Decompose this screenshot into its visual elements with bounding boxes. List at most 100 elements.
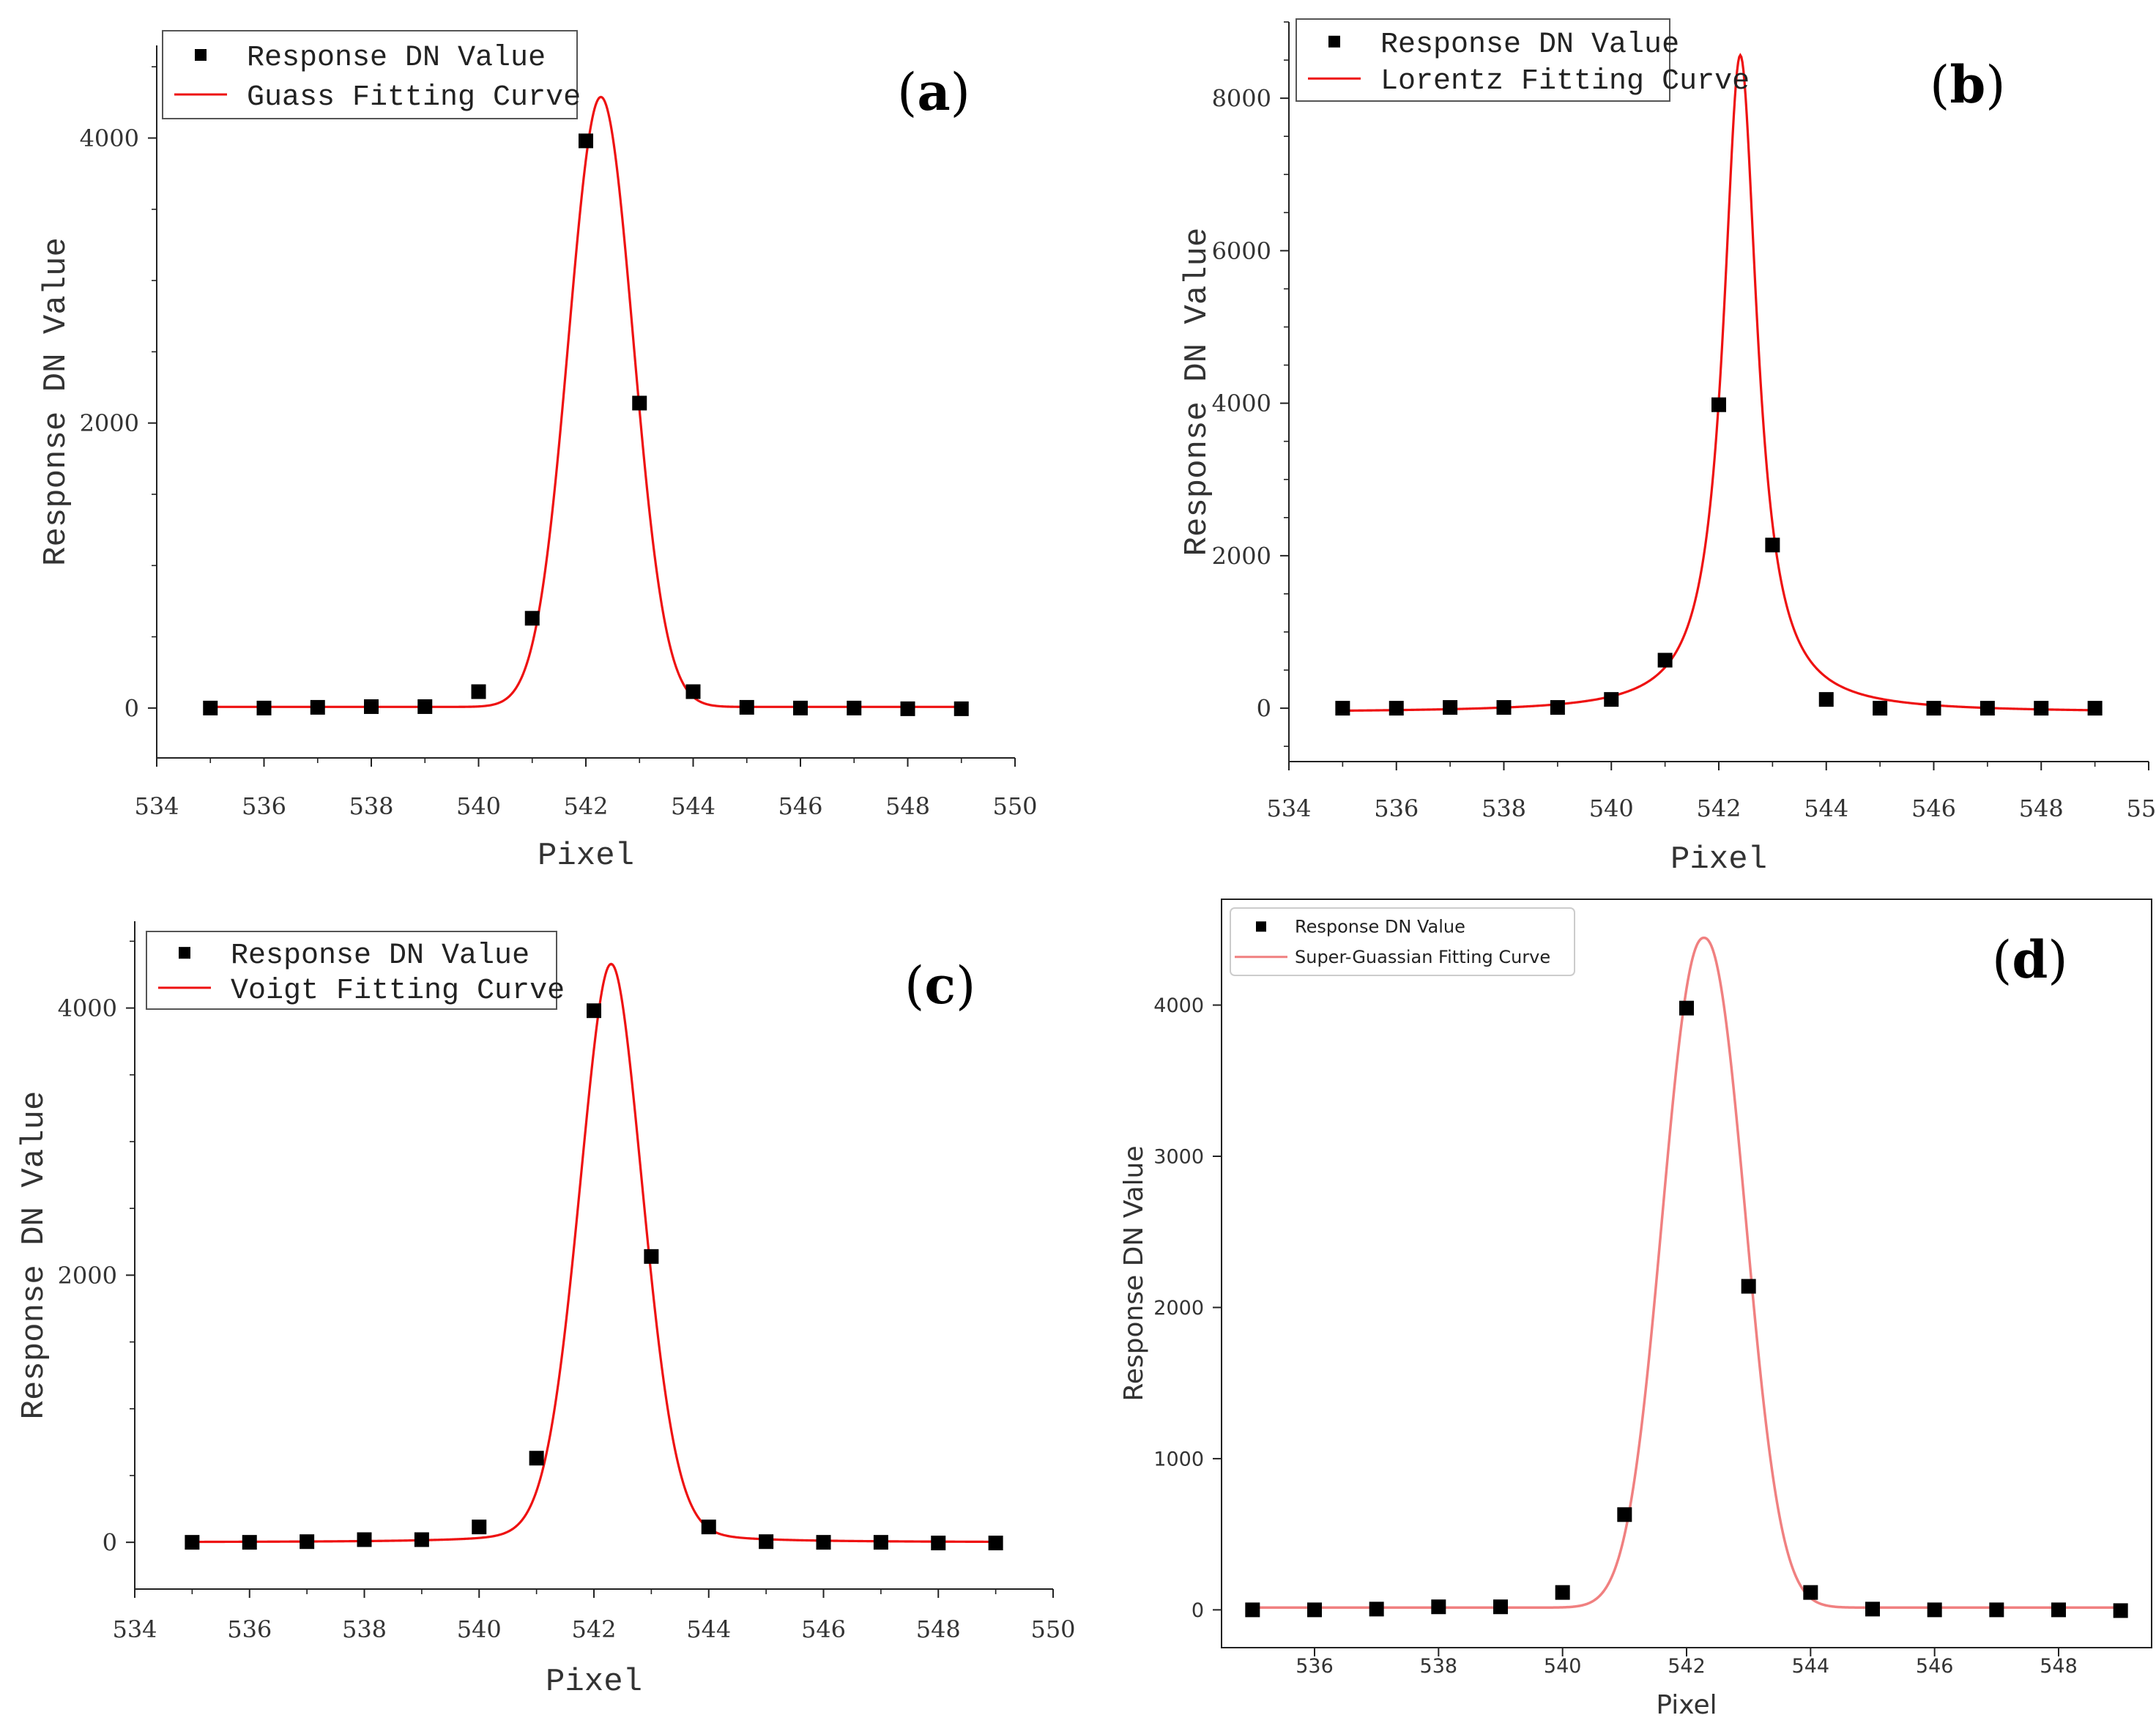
data-point (1873, 701, 1888, 716)
y-tick-label: 2000 (1153, 1297, 1204, 1320)
y-tick-label: 4000 (1153, 994, 1204, 1017)
y-tick-label: 0 (103, 1529, 117, 1557)
y-tick-label: 0 (1192, 1599, 1204, 1622)
panel-label-part: ) (951, 62, 970, 122)
x-tick-label: 544 (671, 792, 715, 820)
data-point (1443, 700, 1458, 715)
data-point (1307, 1602, 1322, 1618)
data-point (2034, 701, 2049, 716)
legend-marker-symbol (1328, 35, 1340, 48)
data-point (1604, 692, 1619, 707)
y-tick-label: 1000 (1153, 1448, 1204, 1471)
data-point (2051, 1602, 2066, 1618)
legend-entry-markers: Response DN Value (231, 940, 529, 972)
data-point (873, 1535, 888, 1550)
x-tick-label: 538 (1482, 795, 1526, 822)
x-tick-label: 550 (992, 792, 1037, 820)
x-tick-label: 536 (1374, 795, 1419, 822)
y-axis-label: Response DN Value (38, 237, 75, 566)
legend-box (1230, 907, 1575, 976)
data-point (1555, 1585, 1570, 1600)
data-point (1369, 1602, 1384, 1617)
data-point (1927, 1602, 1942, 1618)
x-tick-label: 540 (1589, 795, 1634, 822)
data-point (364, 699, 379, 714)
x-tick-label: 550 (1030, 1615, 1075, 1643)
data-point (1765, 537, 1780, 553)
x-tick-label: 542 (571, 1615, 616, 1643)
chart-panel-d: 536 538 540 542 544 546 548 0 1000 2000 3000 4000 Pi… (1119, 899, 2152, 1720)
x-tick-label: 548 (2040, 1655, 2078, 1678)
x-axis-label: Pixel (1670, 841, 1767, 878)
x-tick-label: 542 (1696, 795, 1741, 822)
x-tick-label: 548 (916, 1615, 961, 1643)
data-point (1818, 692, 1834, 707)
data-point (256, 700, 272, 715)
x-tick-label: 538 (342, 1615, 387, 1643)
data-point (472, 1519, 487, 1535)
x-tick-label: 536 (227, 1615, 272, 1643)
y-tick-label: 4000 (1212, 390, 1271, 417)
data-point (988, 1536, 1003, 1551)
y-tick-label: 0 (1257, 695, 1271, 723)
panel-label-part: ( (897, 62, 917, 122)
panel-label-part: d (2012, 929, 2048, 990)
y-tick-label: 4000 (58, 994, 117, 1022)
legend-marker-symbol (179, 947, 190, 959)
fitting-curve (1252, 936, 2121, 1610)
data-point (931, 1536, 946, 1551)
data-point (2087, 701, 2103, 716)
legend-box (1296, 18, 1670, 102)
data-point (1550, 700, 1565, 715)
x-axis-label: Pixel (1656, 1690, 1717, 1720)
legend-marker-symbol (195, 49, 207, 61)
y-tick-label: 2000 (58, 1262, 117, 1290)
legend-entry-curve: Lorentz Fitting Curve (1380, 65, 1750, 98)
legend-box (162, 30, 578, 119)
panel-label: (c) (904, 955, 975, 1016)
x-tick-label: 546 (801, 1615, 846, 1643)
panel-label-part: ( (1992, 930, 2012, 990)
data-point (471, 684, 486, 699)
x-tick-label: 544 (686, 1615, 731, 1643)
data-point (1493, 1599, 1508, 1615)
data-point (632, 395, 647, 411)
panel-label-part: ) (956, 956, 975, 1016)
data-point (759, 1534, 774, 1550)
x-tick-label: 546 (778, 792, 822, 820)
legend-entry-curve: Guass Fitting Curve (247, 81, 581, 114)
data-point (954, 701, 969, 716)
x-tick-label: 540 (456, 792, 501, 820)
data-point (900, 701, 915, 716)
data-point (310, 699, 325, 715)
x-tick-label: 536 (242, 792, 286, 820)
panel-label-part: b (1949, 54, 1985, 115)
data-point (1865, 1602, 1880, 1617)
data-point (587, 1003, 601, 1019)
x-axis-label: Pixel (538, 838, 634, 874)
data-point (1389, 701, 1404, 716)
panel-label-part: c (924, 955, 956, 1016)
data-point (644, 1249, 659, 1264)
chart-panel-a: 534 536 538 540 542 544 546 548 550 0 2000 4000 Pixe… (38, 30, 1038, 874)
y-tick-label: 4000 (80, 124, 139, 152)
data-point (414, 1532, 429, 1547)
legend-entry-curve: Super-Guassian Fitting Curve (1295, 947, 1550, 967)
data-point (1431, 1599, 1446, 1615)
data-point (185, 1535, 200, 1550)
x-tick-label: 538 (1420, 1655, 1458, 1678)
y-tick-label: 6000 (1212, 237, 1271, 265)
x-tick-label: 548 (2019, 795, 2064, 822)
x-tick-label: 546 (1911, 795, 1956, 822)
data-point (739, 699, 754, 715)
x-tick-label: 542 (1668, 1655, 1706, 1678)
data-point (1335, 701, 1350, 716)
panel-label-part: ) (1985, 55, 2005, 115)
fitting-curve (1342, 53, 2095, 713)
data-point (1657, 652, 1673, 668)
panel-label-part: a (917, 62, 950, 122)
x-tick-label: 550 (2126, 795, 2156, 822)
panel-label-part: ( (1930, 55, 1949, 115)
chart-panel-b: 534 536 538 540 542 544 546 548 550 0 2000 4000 6000… (1179, 18, 2156, 878)
